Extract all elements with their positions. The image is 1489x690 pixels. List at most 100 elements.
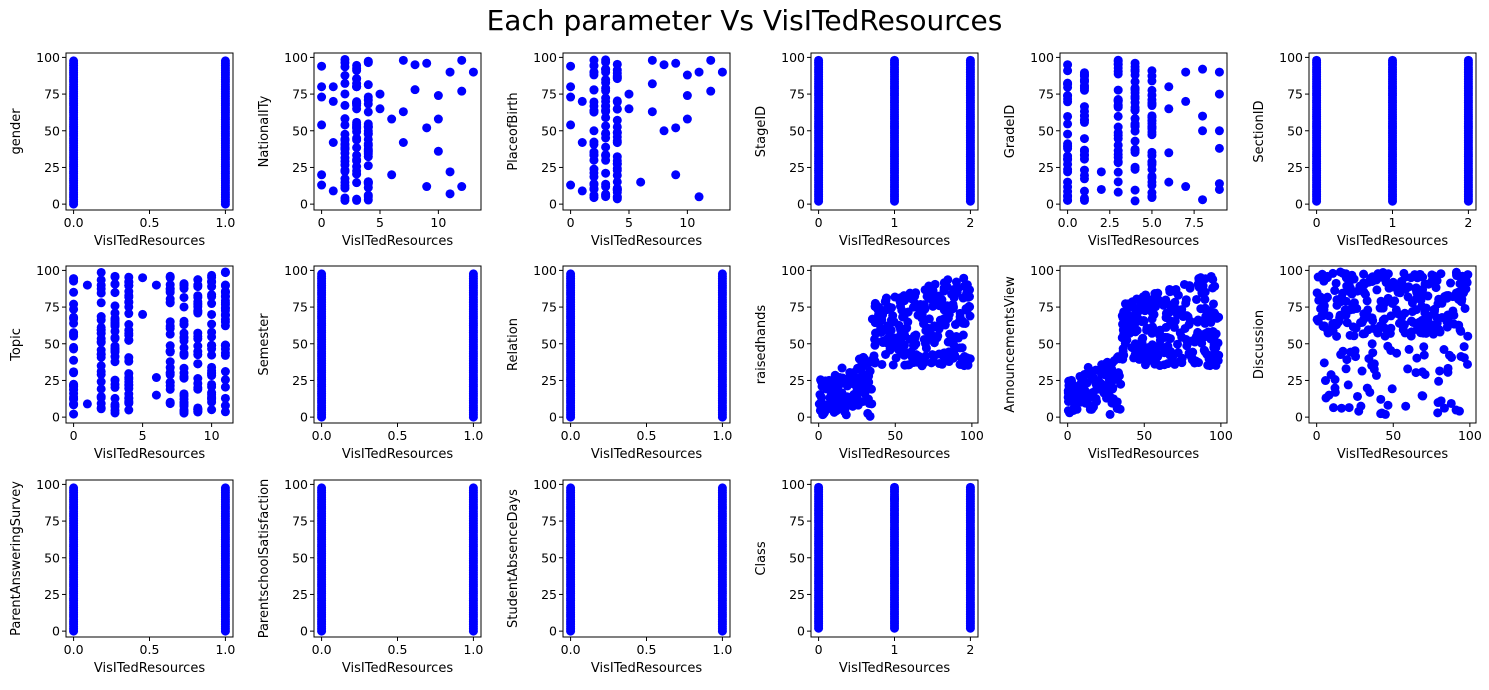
x-tick-label: 10: [204, 428, 220, 443]
data-point: [1367, 360, 1377, 370]
y-tick-label: 50: [292, 123, 308, 138]
x-tick-label: 1: [891, 642, 899, 657]
data-point: [1113, 111, 1123, 121]
data-point: [220, 401, 230, 411]
data-point: [960, 318, 970, 328]
data-point: [398, 55, 408, 65]
data-point: [890, 482, 899, 492]
y-tick-label: 100: [533, 477, 557, 492]
data-point: [1142, 323, 1152, 333]
data-point: [1063, 111, 1073, 121]
data-point: [1376, 296, 1386, 306]
data-point: [1404, 282, 1414, 292]
y-tick-label: 0: [549, 410, 557, 425]
data-point: [1383, 269, 1393, 279]
data-point: [96, 298, 106, 308]
data-point: [647, 107, 657, 117]
data-point: [841, 410, 851, 420]
x-tick-label: 2: [966, 215, 974, 230]
data-point: [682, 91, 692, 101]
axes-frame: [313, 479, 482, 638]
y-tick-label: 100: [36, 50, 60, 65]
x-tick-label: 1.0: [215, 642, 235, 657]
data-point: [165, 286, 175, 296]
data-point: [612, 163, 622, 173]
data-point: [1336, 297, 1346, 307]
y-tick-label: 0: [549, 197, 557, 212]
data-point: [1316, 304, 1326, 314]
x-tick-label: 50: [1385, 428, 1401, 443]
y-tick-label: 25: [1287, 373, 1303, 388]
data-point: [566, 120, 576, 130]
data-point: [363, 190, 373, 200]
data-point: [1383, 400, 1393, 410]
data-point: [682, 70, 692, 80]
data-point: [1063, 129, 1073, 139]
x-tick-label: 0.5: [637, 642, 657, 657]
data-point: [890, 55, 899, 65]
x-tick-label: 100: [1209, 428, 1233, 443]
y-axis-label: Semester: [257, 313, 272, 376]
axes-frame: [313, 265, 482, 424]
data-point: [1079, 165, 1089, 175]
data-point: [612, 72, 622, 82]
data-point: [589, 106, 599, 116]
data-point: [577, 138, 587, 147]
data-point: [1359, 269, 1369, 279]
data-point: [1449, 310, 1459, 320]
data-point: [352, 195, 362, 205]
subplot-placeofbirth: 0 5 100255075100VisITedResourcesPlaceofBir…: [506, 50, 731, 249]
x-tick-label: 0.5: [388, 642, 408, 657]
data-point: [1181, 182, 1191, 192]
data-point: [930, 350, 940, 360]
data-point: [1433, 299, 1443, 309]
data-point: [352, 74, 362, 84]
data-point: [1456, 296, 1466, 306]
data-point: [1460, 303, 1470, 313]
y-tick-label: 50: [292, 336, 308, 351]
data-point: [220, 367, 230, 377]
y-tick-label: 75: [44, 87, 60, 102]
data-point: [69, 355, 79, 365]
data-point: [867, 399, 877, 409]
data-point: [965, 482, 975, 492]
data-point: [110, 301, 120, 311]
data-point: [110, 317, 120, 327]
data-point: [193, 275, 203, 285]
data-point: [1463, 331, 1473, 341]
data-point: [853, 373, 863, 383]
data-point: [1198, 64, 1208, 74]
axes-frame: [810, 265, 979, 424]
data-point: [959, 273, 969, 283]
data-point: [422, 123, 432, 133]
y-tick-label: 0: [797, 624, 805, 639]
data-point: [352, 143, 362, 153]
data-point: [1130, 126, 1140, 136]
data-point: [1321, 393, 1331, 403]
data-point: [1130, 164, 1140, 174]
data-point: [124, 389, 134, 399]
y-tick-label: 75: [44, 300, 60, 315]
x-tick-label: 0.5: [140, 642, 160, 657]
data-point: [207, 292, 217, 302]
data-point: [694, 67, 704, 77]
axes-frame: [1059, 52, 1228, 211]
data-point: [1185, 283, 1195, 293]
data-point: [717, 483, 727, 493]
data-point: [457, 86, 467, 96]
y-tick-label: 25: [292, 373, 308, 388]
y-tick-label: 0: [797, 410, 805, 425]
data-point: [943, 275, 953, 285]
x-tick-label: 0.0: [312, 428, 332, 443]
y-tick-label: 0: [52, 624, 60, 639]
data-point: [445, 189, 455, 199]
data-point: [1336, 350, 1346, 360]
data-point: [340, 195, 350, 205]
data-point: [849, 390, 859, 399]
data-point: [899, 340, 909, 350]
data-point: [1063, 151, 1073, 161]
data-point: [1388, 277, 1398, 287]
data-point: [445, 167, 455, 177]
data-point: [1159, 348, 1169, 358]
data-point: [1173, 290, 1183, 300]
